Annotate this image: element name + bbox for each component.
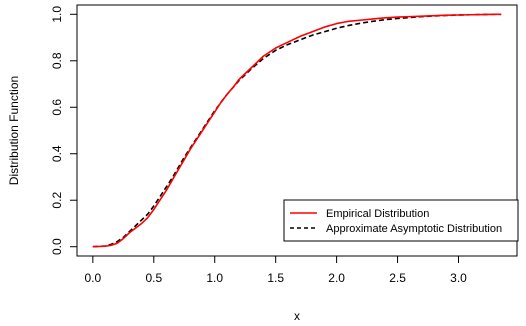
x-tick-label: 1.0	[206, 271, 223, 285]
y-tick-label: 0.0	[50, 238, 64, 255]
y-tick-label: 0.2	[50, 192, 64, 209]
x-tick-label: 0.0	[85, 271, 102, 285]
y-axis-title: Distribution Function	[7, 76, 21, 185]
empirical-series-line	[92, 13, 502, 248]
y-tick-label: 0.8	[50, 52, 64, 69]
y-tick-label: 0.6	[50, 99, 64, 116]
x-tick-label: 2.0	[328, 271, 345, 285]
legend-label: Empirical Distribution	[326, 208, 429, 220]
legend-label: Approximate Asymptotic Distribution	[326, 223, 502, 235]
x-tick-label: 1.5	[267, 271, 284, 285]
x-axis-title: x	[294, 309, 300, 323]
y-axis: 0.0 0.2 0.4 0.6 0.8 1.0	[50, 6, 78, 255]
y-tick-label: 1.0	[50, 6, 64, 23]
y-tick-label: 0.4	[50, 145, 64, 162]
x-tick-label: 2.5	[389, 271, 406, 285]
x-axis: 0.0 0.5 1.0 1.5 2.0 2.5 3.0	[85, 255, 467, 285]
x-tick-label: 3.0	[450, 271, 467, 285]
legend: Empirical Distribution Approximate Asympt…	[283, 199, 519, 242]
legend-box	[283, 199, 519, 242]
x-tick-label: 0.5	[145, 271, 162, 285]
